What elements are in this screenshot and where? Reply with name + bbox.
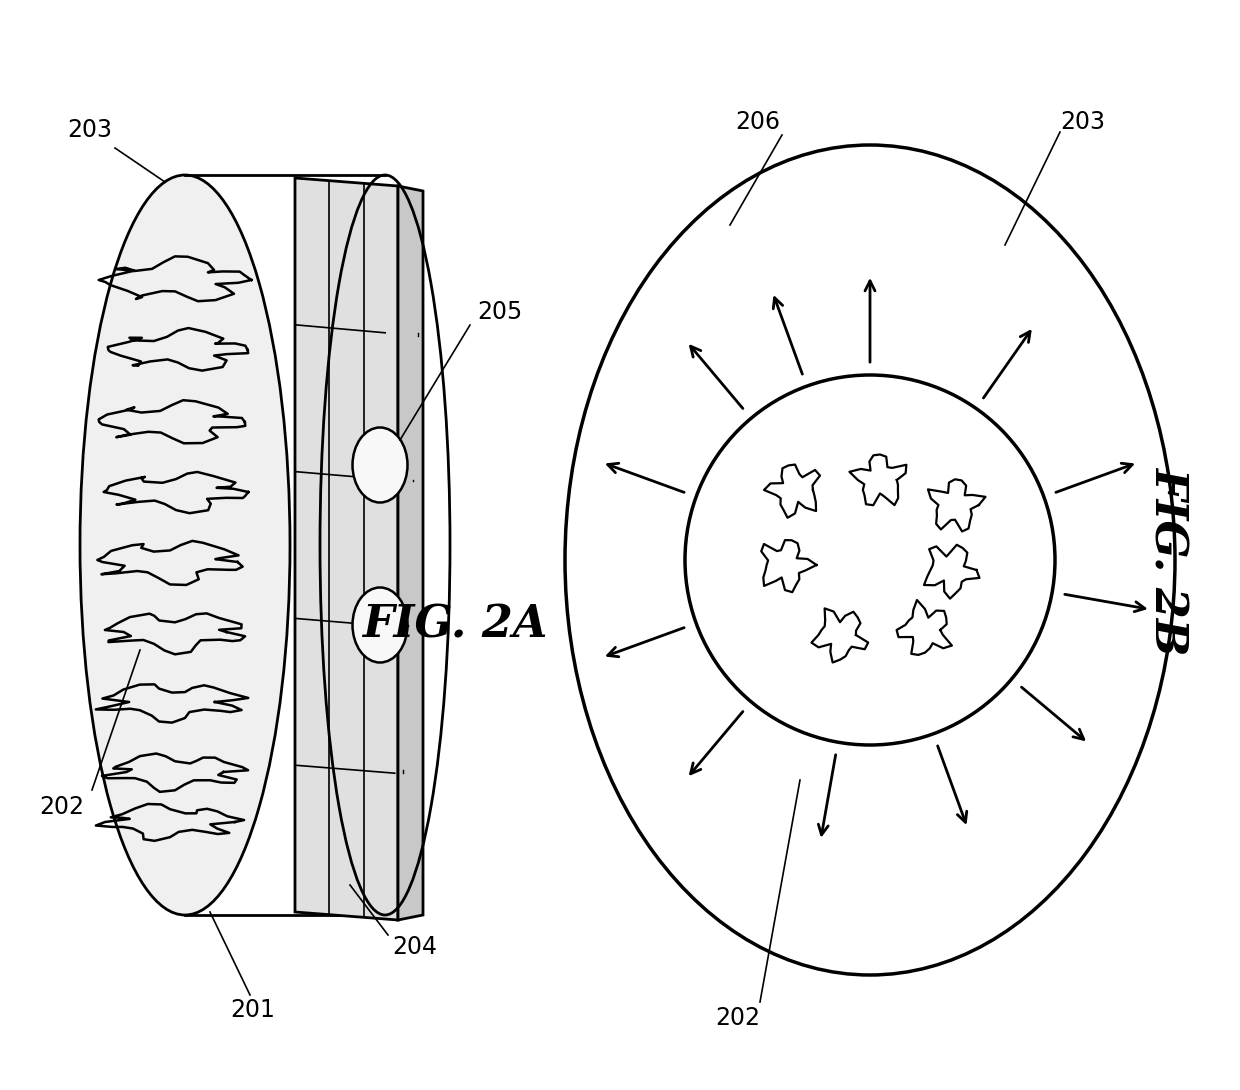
Ellipse shape bbox=[565, 145, 1176, 974]
Text: 201: 201 bbox=[231, 998, 275, 1022]
Text: 204: 204 bbox=[393, 935, 438, 959]
Text: 203: 203 bbox=[67, 118, 113, 142]
Ellipse shape bbox=[352, 588, 408, 663]
Text: 205: 205 bbox=[477, 300, 522, 324]
Text: 203: 203 bbox=[1060, 110, 1106, 134]
Circle shape bbox=[684, 375, 1055, 744]
Text: 202: 202 bbox=[715, 1006, 760, 1030]
Text: FIG. 2B: FIG. 2B bbox=[1147, 465, 1189, 654]
Ellipse shape bbox=[81, 175, 290, 915]
Ellipse shape bbox=[352, 427, 408, 502]
Polygon shape bbox=[295, 178, 398, 920]
Polygon shape bbox=[398, 186, 423, 920]
Text: 206: 206 bbox=[735, 110, 780, 134]
Text: FIG. 2A: FIG. 2A bbox=[362, 604, 548, 646]
Text: 202: 202 bbox=[40, 795, 84, 819]
